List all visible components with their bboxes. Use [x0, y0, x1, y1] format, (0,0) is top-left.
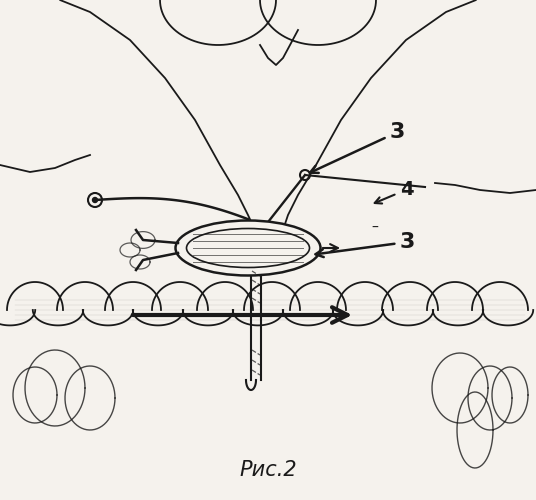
Text: 4: 4	[375, 180, 414, 204]
Ellipse shape	[175, 220, 321, 276]
Text: 3: 3	[310, 122, 405, 173]
Text: Рис.2: Рис.2	[239, 460, 297, 480]
Text: –: –	[371, 221, 378, 235]
Circle shape	[93, 198, 98, 202]
Text: 3: 3	[316, 232, 415, 257]
